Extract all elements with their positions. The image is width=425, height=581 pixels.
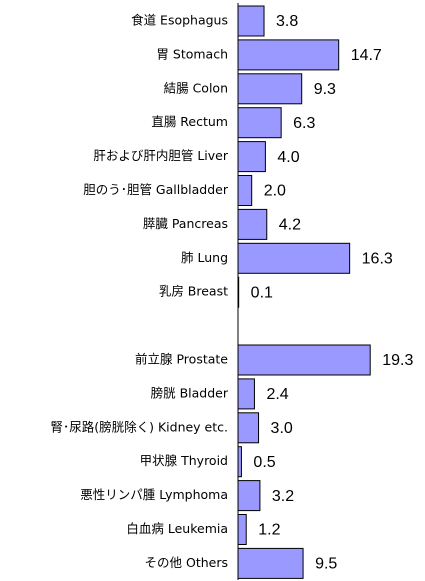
value-label: 0.5 [253,454,275,471]
bar [237,141,266,173]
value-label: 9.3 [314,81,336,98]
bar [237,378,255,410]
bar [237,446,242,478]
category-label: 結腸 Colon [164,80,228,95]
value-label: 4.2 [279,217,301,234]
category-label: 直腸 Rectum [151,114,228,129]
bar [237,39,340,71]
category-label: 胃 Stomach [156,46,228,61]
category-label: 膀胱 Bladder [151,385,229,400]
bar [237,5,265,37]
value-label: 0.1 [251,284,273,301]
category-label: 甲状腺 Thyroid [140,453,228,468]
category-label: 肝および肝内胆管 Liver [93,148,228,163]
value-label: 19.3 [382,352,413,369]
bar [237,107,282,139]
bar [237,242,351,274]
value-label: 4.0 [277,149,299,166]
category-label: 肺 Lung [181,250,228,265]
category-label: 白血病 Leukemia [126,521,228,536]
bar [237,480,261,512]
value-label: 9.5 [315,556,337,573]
category-label: 悪性リンパ腫 Lymphoma [80,487,228,502]
value-label: 2.4 [266,386,288,403]
value-label: 3.8 [276,13,298,30]
value-label: 16.3 [362,251,393,268]
category-label: 膵臓 Pancreas [143,216,228,231]
category-label: 食道 Esophagus [131,13,228,28]
value-label: 3.2 [272,488,294,505]
bar [237,514,247,545]
bar [237,412,260,444]
value-label: 2.0 [264,183,286,200]
category-label: 乳房 Breast [159,284,228,299]
category-label: 腎･尿路(膀胱除く) Kidney etc. [50,419,228,434]
bar [237,547,304,579]
category-label: 前立腺 Prostate [135,352,228,367]
category-label: 胆のう･胆管 Gallbladder [83,182,229,197]
bar [237,208,268,240]
bar [237,344,371,376]
value-label: 6.3 [293,115,315,132]
category-label: その他 Others [145,555,228,570]
bar [237,73,303,105]
bar [237,175,253,206]
value-label: 1.2 [258,522,280,539]
value-label: 3.0 [271,420,293,437]
value-label: 14.7 [351,47,382,64]
